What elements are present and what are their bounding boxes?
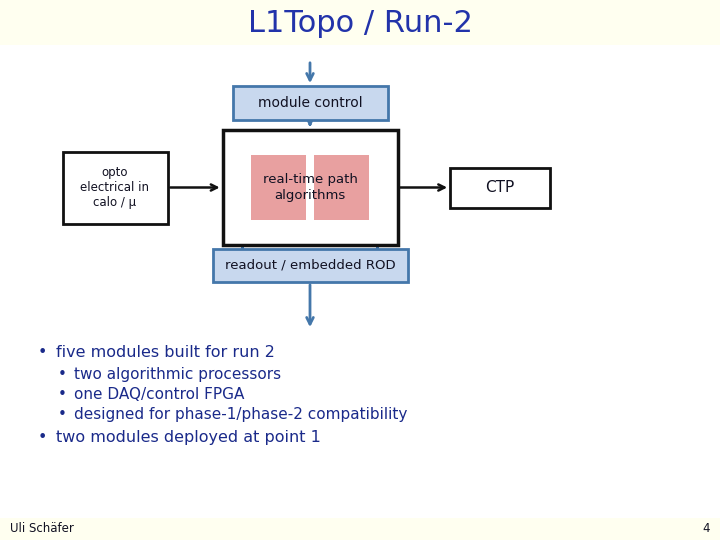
Bar — [314, 155, 369, 220]
Text: readout / embedded ROD: readout / embedded ROD — [225, 259, 395, 272]
Text: CTP: CTP — [485, 180, 515, 195]
Text: real-time path
algorithms: real-time path algorithms — [263, 173, 357, 201]
Text: Uli Schäfer: Uli Schäfer — [10, 523, 74, 536]
Bar — [251, 155, 306, 220]
Text: two algorithmic processors: two algorithmic processors — [74, 367, 281, 382]
Text: 4: 4 — [703, 523, 710, 536]
Text: •: • — [58, 367, 67, 382]
Text: designed for phase-1/phase-2 compatibility: designed for phase-1/phase-2 compatibili… — [74, 407, 408, 422]
Bar — [63, 152, 168, 224]
Text: •: • — [38, 345, 48, 360]
Text: five modules built for run 2: five modules built for run 2 — [56, 345, 275, 360]
Text: •: • — [38, 430, 48, 445]
Text: •: • — [58, 407, 67, 422]
Text: one DAQ/control FPGA: one DAQ/control FPGA — [74, 387, 244, 402]
Bar — [0, 0, 720, 45]
Bar — [0, 518, 720, 540]
Text: module control: module control — [258, 96, 362, 110]
Bar — [450, 167, 550, 207]
Text: •: • — [58, 387, 67, 402]
Text: L1Topo / Run-2: L1Topo / Run-2 — [248, 9, 472, 37]
Bar — [212, 249, 408, 282]
Bar — [233, 86, 387, 120]
Text: two modules deployed at point 1: two modules deployed at point 1 — [56, 430, 321, 445]
Bar — [0, 45, 720, 518]
Bar — [222, 130, 397, 245]
Text: opto
electrical in
calo / μ: opto electrical in calo / μ — [81, 166, 150, 209]
